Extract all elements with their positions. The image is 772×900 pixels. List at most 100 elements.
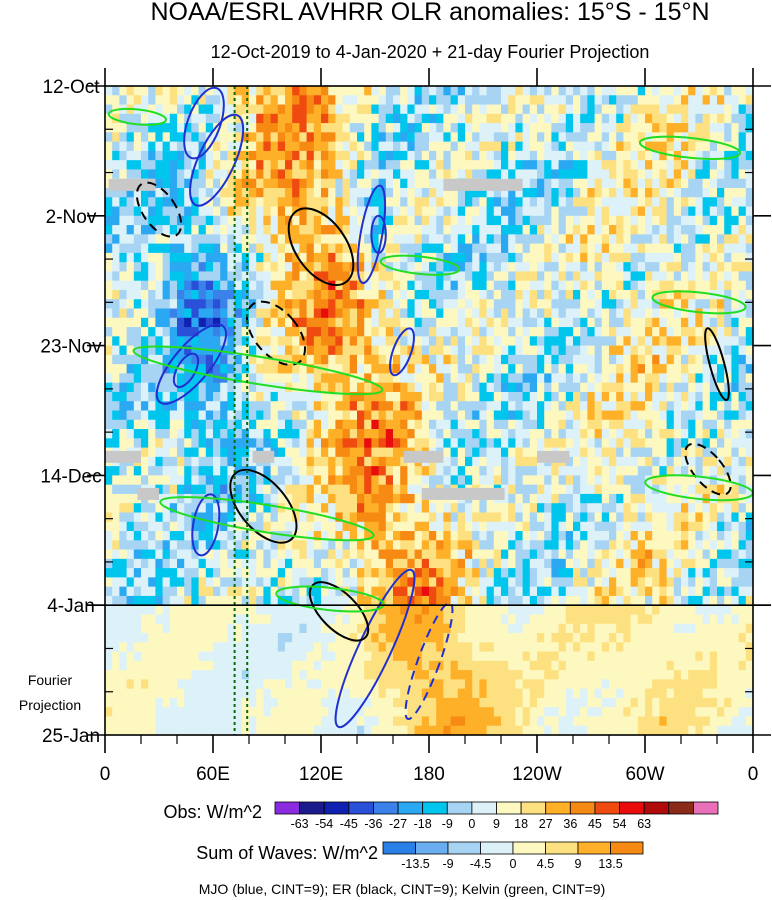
- mjo-contour: [155, 323, 228, 405]
- obs-colorbar-tick: 18: [514, 817, 528, 831]
- colorbar-swatch: [692, 801, 719, 815]
- obs-colorbar-tick: -45: [340, 817, 358, 831]
- mjo-contour: [183, 86, 225, 160]
- olr-anomaly-field: [105, 86, 753, 735]
- chart-title: NOAA/ESRL AVHRR OLR anomalies: 15°S - 15…: [150, 0, 709, 26]
- mjo-contour: [389, 327, 415, 377]
- mjo-contour: [404, 601, 454, 721]
- kelvin-contour: [107, 107, 168, 126]
- colorbar-swatch: [323, 801, 350, 815]
- waves-colorbar-tick: -4.5: [470, 857, 492, 871]
- x-tick-label: 120E: [299, 764, 343, 785]
- missing-data-segment: [108, 178, 156, 191]
- contour-legend: MJO (blue, CINT=9); ER (black, CINT=9); …: [199, 881, 606, 897]
- colorbar-swatch: [480, 841, 514, 855]
- missing-data-segments: [105, 178, 570, 500]
- x-tick-label: 60E: [196, 764, 230, 785]
- colorbar-swatch: [422, 801, 448, 815]
- x-axis: 0 60E 120E 180 120W 60W 0: [100, 68, 759, 785]
- colorbar-swatch: [496, 801, 522, 815]
- waves-colorbar-label: Sum of Waves: W/m^2: [196, 843, 378, 863]
- x-tick-label: 0: [100, 764, 111, 785]
- y-tick-label: 12-Oct: [42, 77, 100, 98]
- projection-label-line1: Fourier: [28, 672, 73, 688]
- y-tick-label: 23-Nov: [40, 337, 102, 358]
- er-contour: [287, 207, 355, 286]
- colorbar-swatch: [569, 801, 596, 815]
- y-tick-label: 14-Dec: [40, 466, 101, 487]
- obs-colorbar-tick: -63: [291, 817, 309, 831]
- mjo-contour: [356, 184, 387, 285]
- er-contour: [308, 581, 370, 642]
- kelvin-contour: [651, 290, 747, 315]
- colorbar-swatch: [447, 841, 481, 855]
- waves-colorbar-tick: 4.5: [537, 857, 554, 871]
- er-contour: [704, 327, 730, 402]
- er-contour: [135, 181, 183, 238]
- er-contour: [245, 300, 307, 366]
- kelvin-contour: [159, 496, 375, 542]
- missing-data-segment: [105, 450, 141, 463]
- colorbar-swatch: [545, 841, 579, 855]
- x-tick-label: 0: [748, 764, 759, 785]
- projection-label-line2: Projection: [19, 697, 81, 713]
- missing-data-segment: [443, 178, 523, 191]
- obs-colorbar-tick: 0: [468, 817, 475, 831]
- mjo-contour: [334, 568, 416, 729]
- colorbar-swatch: [348, 801, 374, 815]
- missing-data-segment: [252, 450, 275, 463]
- colorbar-swatch: [397, 801, 424, 815]
- obs-colorbar-tick: -54: [315, 817, 333, 831]
- wave-contours: [107, 86, 753, 729]
- colorbar-swatch: [446, 801, 473, 815]
- obs-colorbar-tick: -18: [414, 817, 432, 831]
- y-tick-label: 2-Nov: [46, 207, 97, 228]
- mjo-contour: [189, 113, 245, 207]
- obs-colorbar-tick: 9: [493, 817, 500, 831]
- colorbar-swatch: [415, 841, 449, 855]
- mjo-contour: [172, 352, 200, 389]
- y-axis: 12-Oct 2-Nov 23-Nov 14-Dec 4-Jan 25-Jan: [40, 77, 771, 747]
- obs-colorbar-tick: -36: [364, 817, 382, 831]
- colorbar-swatch: [471, 801, 497, 815]
- er-contour: [229, 468, 298, 544]
- kelvin-contour: [132, 345, 384, 396]
- missing-data-segment: [421, 487, 505, 500]
- missing-data-segment: [137, 487, 159, 500]
- colorbar-swatch: [373, 801, 399, 815]
- waves-colorbar-tick: 0: [510, 857, 517, 871]
- mjo-contour: [370, 214, 387, 254]
- missing-data-segment: [537, 450, 570, 463]
- obs-colorbar-label: Obs: W/m^2: [164, 802, 262, 822]
- obs-colorbar-tick: -27: [389, 817, 407, 831]
- obs-colorbar-tick: 45: [588, 817, 602, 831]
- waves-colorbar-tick: -9: [442, 857, 453, 871]
- waves-colorbar-tick: 9: [575, 857, 582, 871]
- colorbar-swatch: [512, 841, 546, 855]
- colorbar-swatch: [619, 801, 645, 815]
- colorbar-swatch: [643, 801, 670, 815]
- x-tick-label: 120W: [512, 764, 562, 785]
- colorbar-swatch: [520, 801, 547, 815]
- waves-colorbar: -13.5 -9 -4.5 0 4.5 9 13.5: [382, 841, 644, 871]
- colorbar-swatch: [274, 801, 301, 815]
- colorbar-swatch: [299, 801, 325, 815]
- kelvin-contour: [379, 254, 461, 276]
- x-tick-label: 60W: [625, 764, 664, 785]
- waves-colorbar-tick: -13.5: [401, 857, 430, 871]
- obs-colorbar-tick: 63: [637, 817, 651, 831]
- y-tick-label: 4-Jan: [47, 596, 95, 617]
- waves-colorbar-tick: 13.5: [598, 857, 622, 871]
- colorbar-swatch: [610, 841, 644, 855]
- colorbar-swatch: [668, 801, 694, 815]
- y-tick-label: 25-Jan: [42, 726, 100, 747]
- colorbar-swatch: [577, 841, 611, 855]
- colorbar-swatch: [545, 801, 571, 815]
- obs-colorbar-tick: 36: [563, 817, 577, 831]
- obs-colorbar-tick: -9: [442, 817, 453, 831]
- obs-colorbar-tick: 54: [613, 817, 627, 831]
- colorbar-swatch: [594, 801, 620, 815]
- mjo-contour: [191, 493, 221, 557]
- x-tick-label: 180: [413, 764, 445, 785]
